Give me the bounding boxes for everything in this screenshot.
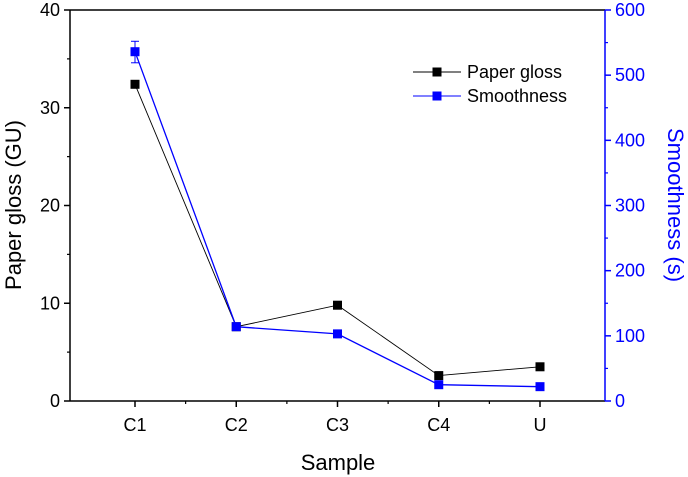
x-tick-label: C3	[326, 415, 349, 435]
y-left-tick-label: 0	[50, 391, 60, 411]
y-left-tick-label: 30	[40, 98, 60, 118]
data-point-smoothness	[434, 380, 444, 390]
y-right-tick-label: 200	[615, 261, 645, 281]
y-axis-left-title: Paper gloss (GU)	[1, 120, 26, 290]
data-point-paper-gloss	[535, 362, 545, 372]
y-right-tick-label: 400	[615, 130, 645, 150]
legend-label: Smoothness	[467, 86, 567, 106]
x-tick-label: C2	[225, 415, 248, 435]
y-axis-left: 0 10 20 30 40	[40, 0, 70, 411]
x-tick-label: C1	[123, 415, 146, 435]
y-left-tick-label: 10	[40, 293, 60, 313]
y-right-tick-label: 100	[615, 326, 645, 346]
y-left-tick-label: 40	[40, 0, 60, 20]
data-point-smoothness	[333, 329, 342, 339]
data-point-smoothness	[231, 322, 241, 332]
legend-marker	[432, 67, 442, 77]
y-right-tick-label: 0	[615, 391, 625, 411]
data-point-paper-gloss	[333, 300, 342, 310]
x-axis-title: Sample	[301, 450, 376, 475]
data-point-paper-gloss	[434, 371, 444, 381]
data-point-smoothness	[535, 382, 545, 392]
y-axis-right: 0 100 200 300 400 500 600	[605, 0, 645, 411]
legend-label: Paper gloss	[467, 62, 562, 82]
data-point-smoothness	[130, 47, 140, 57]
x-tick-label: C4	[427, 415, 450, 435]
legend: Paper gloss Smoothness	[413, 62, 567, 106]
legend-marker	[432, 91, 442, 101]
y-right-tick-label: 300	[615, 196, 645, 216]
series-layer	[130, 40, 545, 392]
y-left-tick-label: 20	[40, 196, 60, 216]
y-right-tick-label: 600	[615, 0, 645, 20]
y-axis-right-title: Smoothness (s)	[663, 128, 688, 282]
data-point-paper-gloss	[130, 79, 140, 89]
x-tick-label: U	[534, 415, 547, 435]
y-right-tick-label: 500	[615, 65, 645, 85]
x-axis: C1 C2 C3 C4 U	[123, 401, 547, 435]
